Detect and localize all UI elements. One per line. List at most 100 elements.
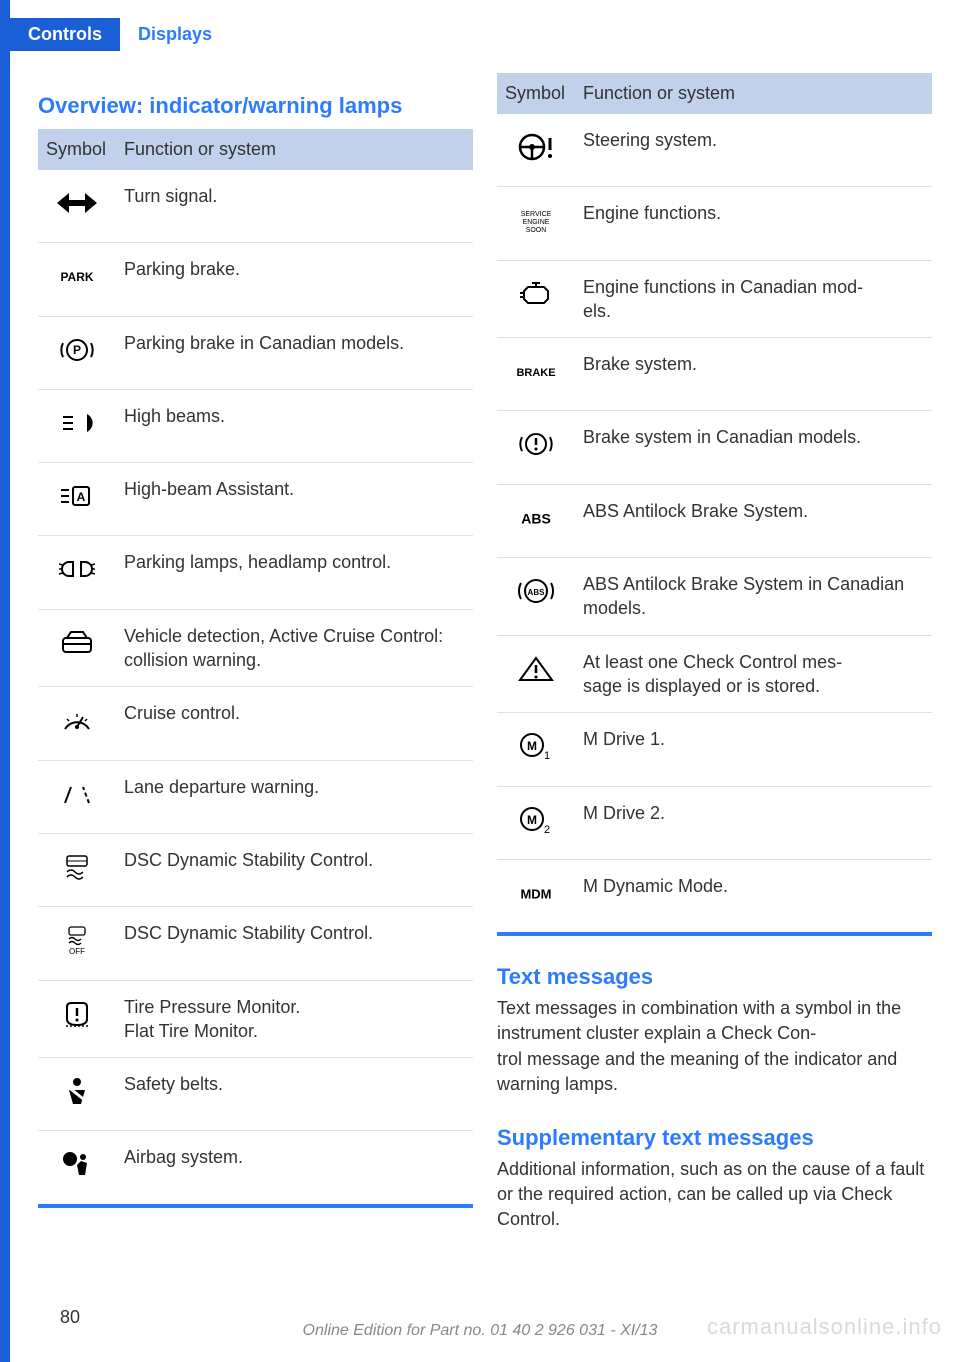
row-text: Engine functions in Canadian mod‐ els.: [575, 260, 932, 338]
svg-text:ENGINE: ENGINE: [523, 219, 550, 226]
supp-messages-heading: Supplementary text messages: [497, 1125, 932, 1151]
th-function: Function or system: [116, 129, 473, 170]
th-symbol: Symbol: [497, 73, 575, 114]
park-text-icon: PARK: [38, 243, 116, 316]
right-column: Symbol Function or system Steering syste…: [497, 73, 932, 1232]
table-rule: [497, 932, 932, 936]
row-text: Lane departure warning.: [116, 760, 473, 833]
left-column: Overview: indicator/warning lamps Symbol…: [38, 73, 473, 1232]
right-symbol-table: Symbol Function or system Steering syste…: [497, 73, 932, 932]
table-row: M2 M Drive 2.: [497, 786, 932, 859]
row-text: Brake system in Canadian models.: [575, 411, 932, 484]
turn-signal-icon: [38, 170, 116, 243]
supp-messages-body: Additional information, such as on the c…: [497, 1157, 932, 1233]
table-row: Parking lamps, headlamp control.: [38, 536, 473, 609]
svg-text:ABS: ABS: [528, 588, 546, 597]
table-row: MDM M Dynamic Mode.: [497, 859, 932, 932]
high-beam-assist-icon: A: [38, 463, 116, 536]
th-function: Function or system: [575, 73, 932, 114]
warning-tri-icon: [497, 635, 575, 713]
engine-outline-icon: [497, 260, 575, 338]
table-row: Cruise control.: [38, 687, 473, 760]
table-row: SERVICEENGINESOON Engine functions.: [497, 187, 932, 260]
table-row: OFF DSC Dynamic Stability Control.: [38, 907, 473, 980]
svg-text:P: P: [73, 343, 81, 357]
row-text: Brake system.: [575, 338, 932, 411]
table-row: At least one Check Control mes‐ sage is …: [497, 635, 932, 713]
table-row: Airbag system.: [38, 1131, 473, 1204]
svg-text:SERVICE: SERVICE: [521, 211, 552, 218]
row-text: Tire Pressure Monitor. Flat Tire Monitor…: [116, 980, 473, 1058]
row-text: Turn signal.: [116, 170, 473, 243]
page-edge-accent: [0, 0, 10, 1362]
high-beam-icon: [38, 389, 116, 462]
row-text: M Drive 1.: [575, 713, 932, 786]
svg-text:A: A: [77, 490, 86, 504]
svg-text:PARK: PARK: [60, 270, 93, 284]
tab-displays: Displays: [120, 18, 230, 51]
abs-circle-icon: ABS: [497, 558, 575, 636]
row-text: ABS Antilock Brake System.: [575, 484, 932, 557]
svg-text:BRAKE: BRAKE: [516, 367, 555, 379]
lane-depart-icon: [38, 760, 116, 833]
text-messages-body: Text messages in combination with a symb…: [497, 996, 932, 1097]
m2-icon: M2: [497, 786, 575, 859]
row-text: Parking lamps, headlamp control.: [116, 536, 473, 609]
m1-icon: M1: [497, 713, 575, 786]
table-row: ABS ABS Antilock Brake System.: [497, 484, 932, 557]
row-text: M Dynamic Mode.: [575, 859, 932, 932]
page-content: Overview: indicator/warning lamps Symbol…: [0, 63, 960, 1232]
watermark: carmanualsonline.info: [707, 1314, 942, 1340]
parking-lamps-icon: [38, 536, 116, 609]
p-circle-brake-icon: P: [38, 316, 116, 389]
row-text: Parking brake in Canadian models.: [116, 316, 473, 389]
th-symbol: Symbol: [38, 129, 116, 170]
vehicle-detect-icon: [38, 609, 116, 687]
cruise-icon: [38, 687, 116, 760]
section-header: Controls Displays: [10, 0, 960, 63]
row-text: Cruise control.: [116, 687, 473, 760]
brake-circle-icon: [497, 411, 575, 484]
airbag-icon: [38, 1131, 116, 1204]
row-text: Airbag system.: [116, 1131, 473, 1204]
table-row: P Parking brake in Canadian models.: [38, 316, 473, 389]
table-row: Engine functions in Canadian mod‐ els.: [497, 260, 932, 338]
row-text: DSC Dynamic Stability Control.: [116, 907, 473, 980]
row-text: Vehicle detection, Active Cruise Control…: [116, 609, 473, 687]
svg-text:OFF: OFF: [69, 947, 85, 956]
row-text: High-beam Assistant.: [116, 463, 473, 536]
row-text: DSC Dynamic Stability Control.: [116, 833, 473, 906]
row-text: Parking brake.: [116, 243, 473, 316]
table-row: A High-beam Assistant.: [38, 463, 473, 536]
table-row: Turn signal.: [38, 170, 473, 243]
table-row: Tire Pressure Monitor. Flat Tire Monitor…: [38, 980, 473, 1058]
tpm-icon: [38, 980, 116, 1058]
svg-text:ABS: ABS: [521, 510, 551, 526]
text-messages-heading: Text messages: [497, 964, 932, 990]
row-text: At least one Check Control mes‐ sage is …: [575, 635, 932, 713]
svg-text:1: 1: [544, 750, 550, 762]
svg-text:2: 2: [544, 823, 550, 835]
row-text: Engine functions.: [575, 187, 932, 260]
row-text: ABS Antilock Brake System in Canadian mo…: [575, 558, 932, 636]
steering-icon: [497, 114, 575, 187]
table-row: Brake system in Canadian models.: [497, 411, 932, 484]
table-row: Lane departure warning.: [38, 760, 473, 833]
svg-text:M: M: [527, 739, 537, 753]
table-row: Safety belts.: [38, 1058, 473, 1131]
brake-text-icon: BRAKE: [497, 338, 575, 411]
table-row: PARK Parking brake.: [38, 243, 473, 316]
table-row: M1 M Drive 1.: [497, 713, 932, 786]
table-rule: [38, 1204, 473, 1208]
row-text: Steering system.: [575, 114, 932, 187]
svg-text:M: M: [527, 813, 537, 827]
table-row: DSC Dynamic Stability Control.: [38, 833, 473, 906]
table-row: High beams.: [38, 389, 473, 462]
mdm-icon: MDM: [497, 859, 575, 932]
row-text: Safety belts.: [116, 1058, 473, 1131]
overview-title: Overview: indicator/warning lamps: [38, 93, 473, 119]
svg-text:MDM: MDM: [520, 886, 551, 901]
svg-text:SOON: SOON: [526, 227, 547, 234]
row-text: High beams.: [116, 389, 473, 462]
row-text: M Drive 2.: [575, 786, 932, 859]
